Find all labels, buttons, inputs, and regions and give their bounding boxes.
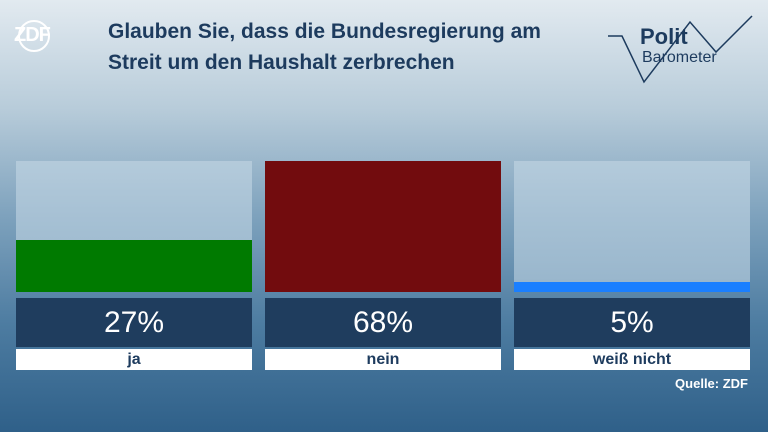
bar <box>514 282 750 292</box>
value-label: 27% <box>16 298 252 347</box>
logo-line <box>608 15 753 84</box>
value-label: 5% <box>514 298 750 347</box>
source: Quelle: ZDF <box>675 376 748 391</box>
bar-background <box>514 161 750 292</box>
value-label: 68% <box>265 298 501 347</box>
bar <box>16 239 252 292</box>
category-label: ja <box>16 349 252 370</box>
brand: Polit <box>640 24 688 49</box>
bar <box>265 161 501 292</box>
logo-ring <box>18 20 50 52</box>
category-label: weiß nicht <box>514 349 750 370</box>
logo: ZDF <box>14 24 51 46</box>
brand-graphics <box>18 15 753 84</box>
brand-sub: Barometer <box>642 49 717 66</box>
category-label: nein <box>265 349 501 370</box>
chart-title: Glauben Sie, dass die Bundesregierung am… <box>108 20 541 74</box>
